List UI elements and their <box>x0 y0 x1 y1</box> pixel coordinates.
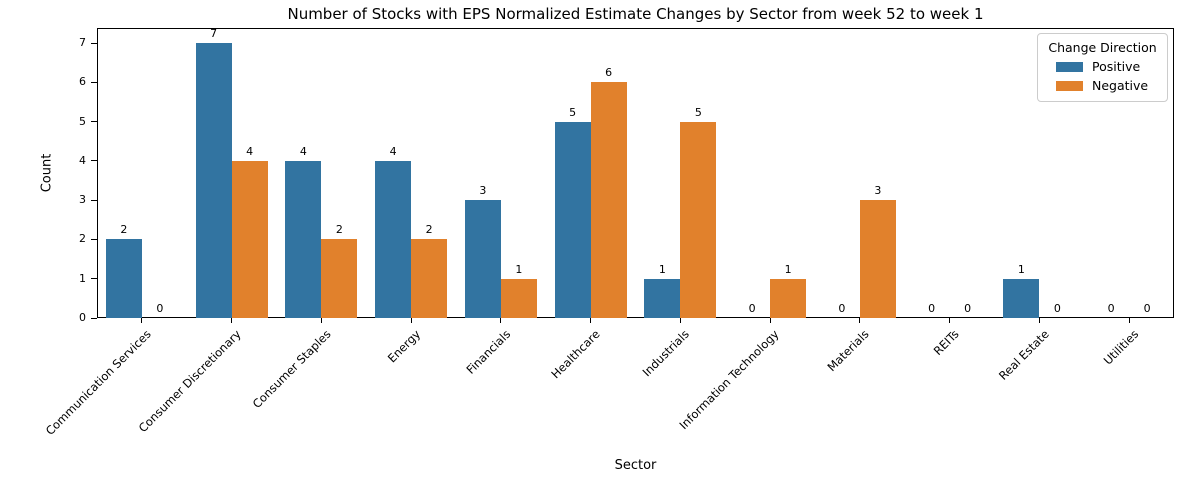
y-tick-label: 4 <box>79 153 86 167</box>
bar-negative <box>231 160 268 318</box>
x-tick-mark <box>859 318 861 323</box>
bar-value-label: 0 <box>1107 302 1115 315</box>
x-tick-label: Materials <box>824 327 872 375</box>
bar-value-label: 2 <box>425 223 433 237</box>
x-tick-mark <box>590 318 592 323</box>
legend-item-label: Positive <box>1092 59 1141 74</box>
bar-value-label: 1 <box>658 262 666 276</box>
bar-negative <box>859 200 896 318</box>
positive-swatch <box>1056 61 1083 72</box>
x-axis-label: Sector <box>614 458 657 473</box>
bar-positive <box>644 278 681 318</box>
y-tick-mark <box>91 81 97 83</box>
bar-value-label: 1 <box>1017 262 1025 276</box>
x-tick-label: Healthcare <box>548 327 603 382</box>
bar-negative <box>680 121 717 318</box>
bar-value-label: 0 <box>964 302 972 315</box>
legend-item-positive: Positive <box>1044 57 1161 76</box>
y-tick-mark <box>91 278 97 280</box>
bar-value-label: 3 <box>479 184 487 198</box>
bar-value-label: 4 <box>299 144 307 158</box>
x-tick-mark <box>1038 318 1040 323</box>
bar-value-label: 1 <box>515 262 523 276</box>
x-tick-label: Communication Services <box>42 327 154 438</box>
y-tick-label: 7 <box>79 36 86 49</box>
chart-title: Number of Stocks with EPS Normalized Est… <box>287 5 984 23</box>
x-tick-mark <box>949 318 951 323</box>
bar-positive <box>195 43 232 318</box>
bar-value-label: 0 <box>748 302 756 315</box>
bar-value-label: 2 <box>120 223 128 237</box>
y-tick-label: 0 <box>79 311 86 324</box>
x-tick-label: Financials <box>463 327 513 377</box>
bar-value-label: 3 <box>874 184 882 198</box>
legend: Change Direction Positive Negative <box>1037 33 1168 102</box>
bar-value-label: 5 <box>694 105 702 119</box>
bar-positive <box>285 160 322 318</box>
x-tick-label: Consumer Staples <box>249 327 334 411</box>
bar-negative <box>500 278 537 318</box>
x-tick-label: Consumer Discretionary <box>135 327 244 436</box>
bar-positive <box>464 200 501 318</box>
x-tick-label: Industrials <box>639 327 693 380</box>
x-tick-mark <box>320 318 322 323</box>
bar-value-label: 2 <box>335 223 343 237</box>
legend-items: Positive Negative <box>1044 57 1161 95</box>
y-tick-label: 3 <box>79 193 86 207</box>
x-tick-mark <box>141 318 143 323</box>
y-tick-label: 5 <box>79 114 86 128</box>
bar-value-label: 4 <box>389 144 397 158</box>
bar-negative <box>411 239 448 318</box>
x-tick-mark <box>231 318 233 323</box>
bar-negative <box>321 239 358 318</box>
y-tick-label: 2 <box>79 232 86 246</box>
y-tick-mark <box>91 317 97 319</box>
x-tick-mark <box>410 318 412 323</box>
bar-negative <box>770 278 807 318</box>
x-tick-label: Energy <box>384 327 424 366</box>
bar-value-label: 1 <box>784 262 792 276</box>
bar-positive <box>554 121 591 318</box>
y-tick-mark <box>91 121 97 123</box>
bar-negative <box>590 82 627 318</box>
y-tick-mark <box>91 199 97 201</box>
y-tick-mark <box>91 238 97 240</box>
bar-value-label: 0 <box>1053 302 1061 315</box>
bar-value-label: 5 <box>569 105 577 119</box>
bar-value-label: 6 <box>605 66 613 80</box>
legend-item-negative: Negative <box>1044 76 1161 95</box>
bar-value-label: 7 <box>210 27 218 40</box>
bar-value-label: 0 <box>1143 302 1151 315</box>
x-tick-mark <box>769 318 771 323</box>
x-tick-label: Utilities <box>1100 327 1142 368</box>
y-tick-label: 6 <box>79 75 86 89</box>
x-tick-label: REITs <box>930 327 962 358</box>
negative-swatch <box>1056 80 1083 91</box>
legend-title: Change Direction <box>1048 40 1157 55</box>
y-tick-label: 1 <box>79 271 86 285</box>
x-tick-mark <box>679 318 681 323</box>
y-tick-mark <box>91 160 97 162</box>
bar-value-label: 0 <box>928 302 936 315</box>
x-tick-label: Real Estate <box>995 327 1052 383</box>
bar-value-label: 4 <box>246 144 254 158</box>
x-tick-mark <box>1128 318 1130 323</box>
x-tick-label: Information Technology <box>676 327 783 433</box>
bar-positive <box>1003 278 1040 318</box>
bar-value-label: 0 <box>156 302 164 315</box>
legend-item-label: Negative <box>1092 78 1149 93</box>
plot-area <box>97 28 1174 318</box>
bar-value-label: 0 <box>838 302 846 315</box>
y-tick-mark <box>91 42 97 44</box>
x-tick-mark <box>500 318 502 323</box>
bar-positive <box>375 160 412 318</box>
bar-positive <box>105 239 142 318</box>
